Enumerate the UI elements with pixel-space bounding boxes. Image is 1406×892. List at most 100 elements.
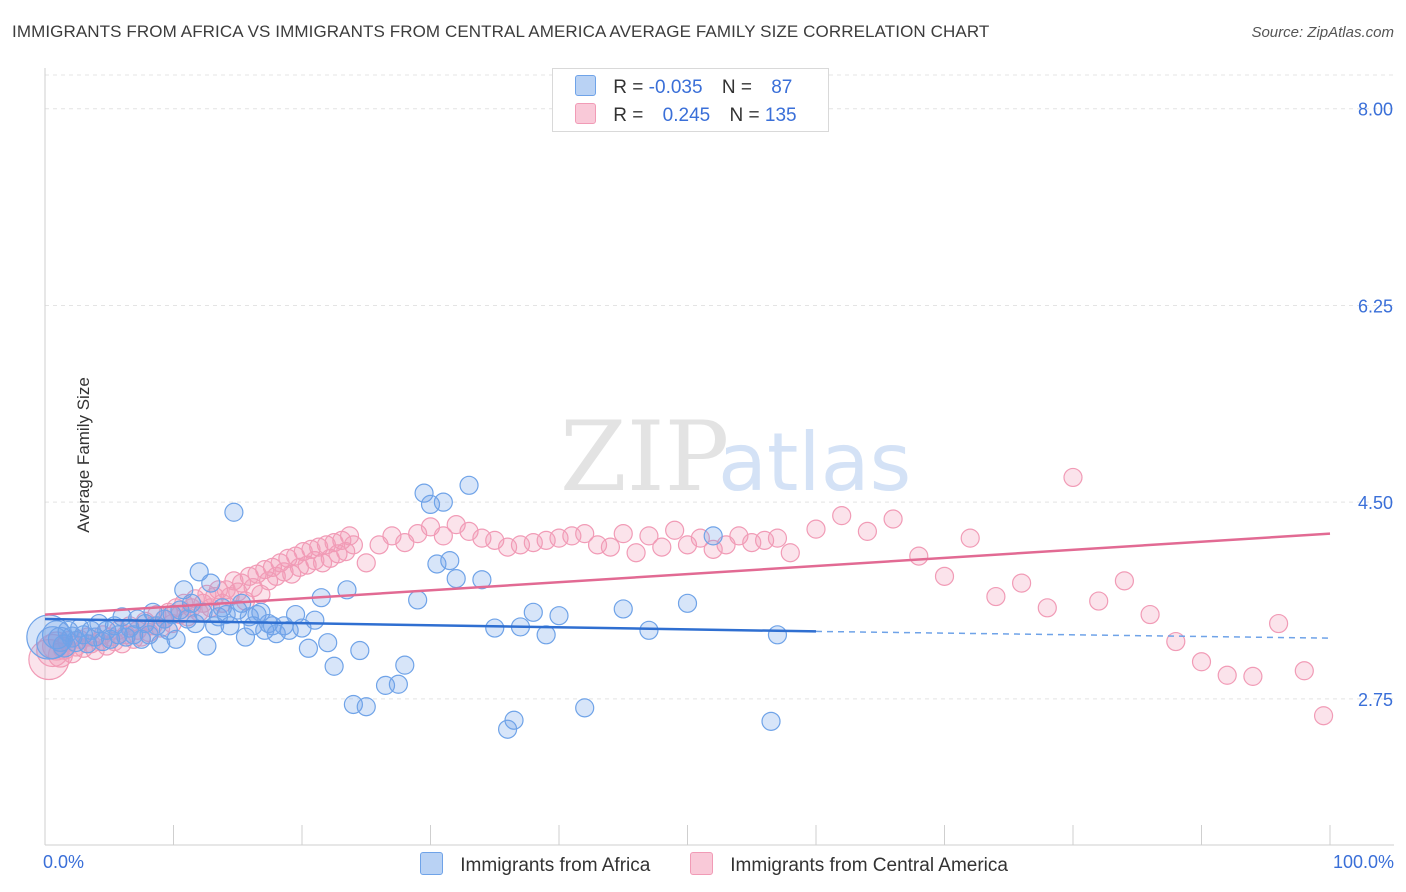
point-africa: [613, 599, 633, 619]
trend-lines: [44, 532, 1331, 639]
point-central-america: [600, 537, 621, 557]
point-africa: [108, 625, 128, 645]
legend-label-africa: Immigrants from Africa: [460, 855, 651, 876]
point-central-america: [909, 546, 929, 566]
point-africa: [575, 698, 595, 718]
point-central-america: [626, 543, 646, 563]
point-central-america: [780, 543, 800, 563]
point-central-america: [639, 526, 659, 546]
legend-n-africa: 87: [771, 77, 793, 98]
point-central-america: [1313, 706, 1334, 726]
point-central-america: [356, 553, 376, 573]
point-africa: [135, 613, 155, 634]
point-central-america: [1268, 613, 1289, 634]
point-central-america: [224, 571, 244, 591]
point-central-america: [433, 526, 453, 546]
legend-item-central-america[interactable]: Immigrants from Central America: [690, 852, 1008, 877]
axes: [44, 68, 1394, 846]
y-tick-label: 4.50: [1358, 493, 1393, 513]
point-africa: [677, 593, 698, 613]
chart-title: IMMIGRANTS FROM AFRICA VS IMMIGRANTS FRO…: [12, 22, 990, 41]
point-central-america: [1011, 573, 1032, 593]
point-africa: [197, 636, 217, 656]
trend-line-africa-extension: [815, 630, 1331, 639]
point-africa: [185, 613, 205, 634]
point-africa: [414, 483, 434, 503]
legend-n-central-america: 135: [764, 105, 797, 126]
point-africa: [305, 610, 325, 630]
point-africa: [504, 710, 524, 730]
point-africa: [536, 625, 556, 645]
legend-r-africa: -0.035: [648, 77, 703, 98]
point-africa: [324, 656, 344, 676]
point-central-america: [1063, 467, 1083, 488]
stats-legend: R = -0.035 N = 87 R = 0.245 N = 135: [552, 68, 829, 132]
point-central-america: [613, 524, 633, 544]
point-africa: [459, 475, 479, 495]
point-africa: [201, 573, 221, 593]
legend-n-label: N =: [729, 105, 760, 126]
point-africa: [472, 570, 492, 590]
y-tick-label: 2.75: [1358, 690, 1393, 710]
point-africa: [761, 711, 781, 731]
x-tick-label-min: 0.0%: [43, 852, 85, 872]
point-africa: [350, 640, 370, 661]
point-central-america: [301, 539, 321, 559]
point-africa: [485, 618, 505, 638]
point-central-america: [1114, 571, 1135, 591]
point-central-america: [1191, 652, 1212, 672]
legend-item-africa[interactable]: Immigrants from Africa: [420, 852, 650, 877]
watermark-zip: ZIP: [560, 401, 729, 513]
point-central-america: [336, 542, 356, 562]
point-central-america: [806, 519, 826, 539]
point-central-america: [767, 528, 788, 548]
point-africa: [216, 604, 236, 625]
y-tick-label: 6.25: [1358, 296, 1393, 316]
trend-line-africa: [44, 617, 817, 633]
point-central-america: [1217, 665, 1237, 685]
point-central-america: [1243, 666, 1263, 686]
legend-swatch-central-america: [575, 103, 596, 124]
watermark: ZIP atlas: [560, 401, 911, 513]
point-africa: [440, 551, 460, 571]
point-central-america: [1166, 631, 1186, 652]
point-africa: [388, 674, 408, 694]
point-central-america: [309, 537, 329, 557]
point-central-america: [703, 539, 723, 559]
point-africa: [189, 562, 209, 582]
legend-row-central-america: R = 0.245 N = 135: [575, 103, 797, 127]
legend-r-central-america: 0.245: [662, 105, 711, 126]
point-central-america: [282, 564, 302, 584]
point-africa: [318, 633, 338, 653]
point-central-america: [1037, 598, 1057, 618]
point-central-america: [934, 566, 955, 586]
legend-r-label: R =: [613, 77, 644, 98]
x-tick-label-max: 100.0%: [1332, 852, 1394, 872]
legend-swatch-central-america: [690, 852, 713, 875]
point-africa: [224, 502, 244, 522]
point-central-america: [575, 524, 595, 544]
point-central-america: [1294, 661, 1314, 681]
point-africa: [703, 526, 723, 546]
point-central-america: [665, 520, 685, 540]
point-central-america: [857, 521, 878, 541]
point-africa: [523, 602, 543, 622]
y-tick-label: 8.00: [1358, 100, 1393, 120]
point-africa: [395, 655, 415, 675]
point-africa: [446, 568, 466, 589]
point-africa: [166, 629, 186, 649]
legend-row-africa: R = -0.035 N = 87: [575, 75, 792, 99]
y-axis-label: Average Family Size: [73, 377, 93, 533]
y-tick-labels: 2.75 4.50 6.25 8.00: [1358, 100, 1393, 710]
legend-n-label: N =: [721, 77, 752, 98]
legend-swatch-africa: [420, 852, 443, 875]
point-central-america: [832, 506, 852, 526]
chart-source: Source: ZipAtlas.com: [1251, 24, 1394, 41]
point-central-america: [960, 528, 980, 548]
point-africa: [235, 627, 256, 647]
trend-line-central-america: [44, 532, 1331, 616]
point-central-america: [343, 535, 363, 555]
point-central-america: [652, 537, 672, 557]
point-africa: [356, 697, 376, 717]
legend-swatch-africa: [575, 75, 596, 96]
